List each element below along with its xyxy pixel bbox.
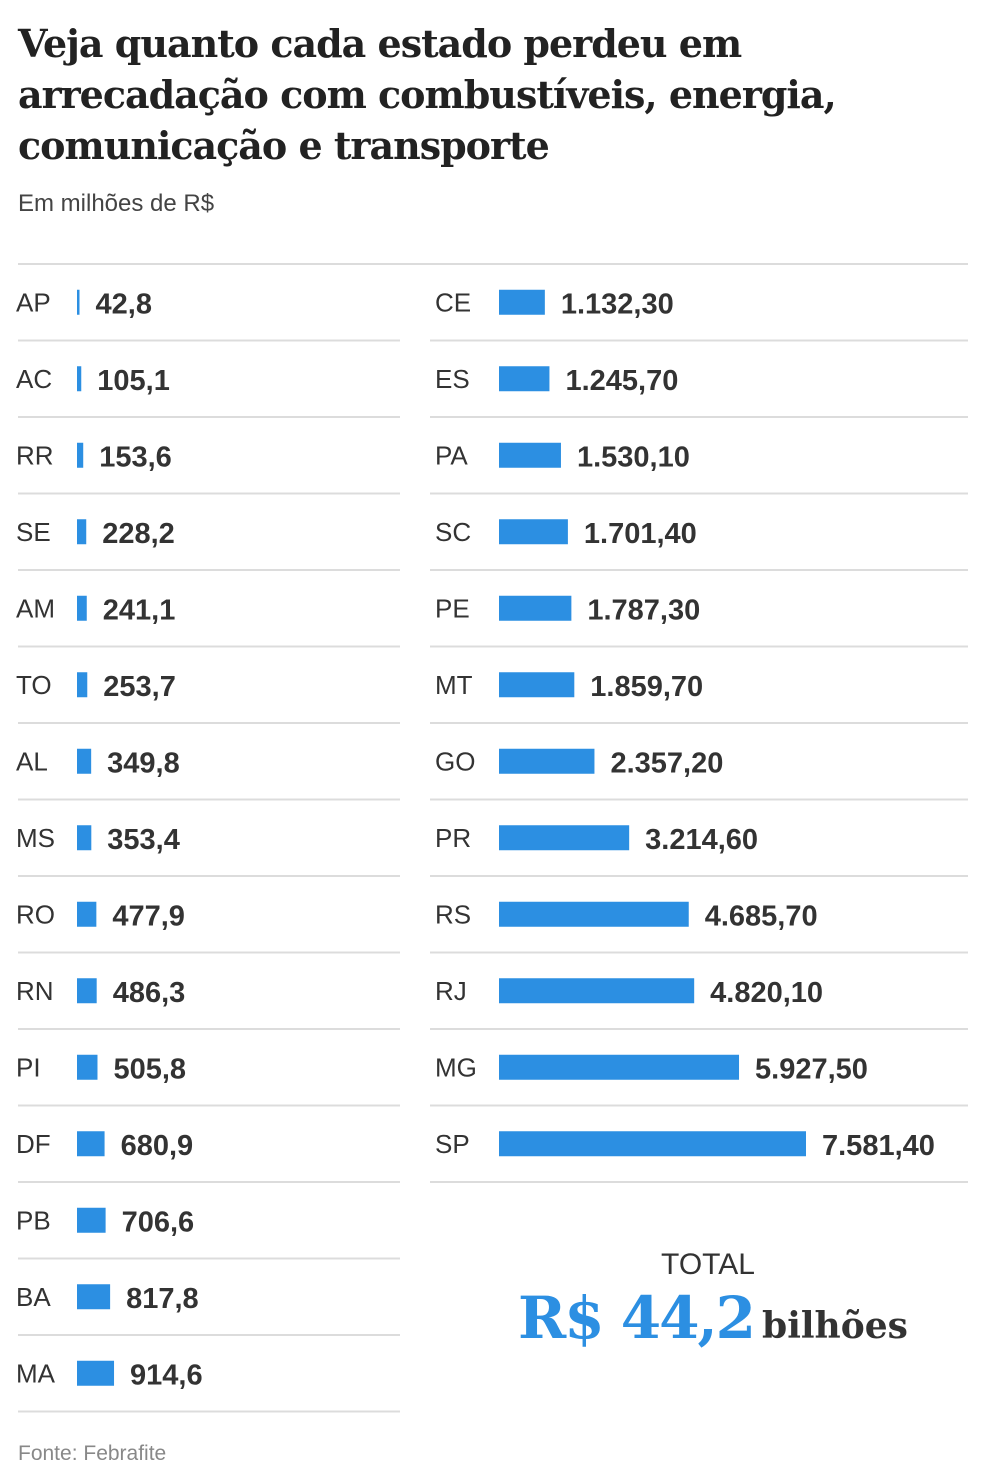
value-label: 486,3 [113,977,186,1009]
bar [77,1207,106,1233]
value-label: 680,9 [121,1130,194,1162]
total-value: R$ 44,2 bilhões [518,1284,908,1352]
category-label: MG [435,1052,477,1082]
total-label: TOTAL [661,1248,755,1281]
category-label: SC [435,517,471,547]
category-label: MA [16,1358,56,1388]
value-label: 7.581,40 [822,1130,935,1162]
total-unit: bilhões [762,1305,908,1347]
value-label: 42,8 [96,288,152,320]
value-label: 1.530,10 [577,441,690,473]
category-label: PB [16,1205,51,1235]
bar [499,442,561,468]
category-label: RN [16,976,54,1006]
category-label: RO [16,899,55,929]
category-label: GO [435,746,475,776]
value-label: 349,8 [107,747,180,779]
value-label: 914,6 [130,1359,203,1391]
value-label: 1.859,70 [590,671,703,703]
bar [499,519,568,545]
bar [499,1054,740,1080]
bar [499,1131,806,1157]
bar [77,1360,115,1386]
value-label: 1.132,30 [561,288,674,320]
value-label: 817,8 [126,1283,199,1315]
category-label: DF [16,1129,51,1159]
category-label: RJ [435,976,467,1006]
bar [77,595,87,621]
bar [499,901,689,927]
category-label: PI [16,1052,41,1082]
value-label: 253,7 [103,671,176,703]
value-label: 1.245,70 [565,365,678,397]
category-label: MS [16,823,55,853]
value-label: 706,6 [122,1206,195,1238]
total-amount: R$ 44,2 [518,1284,756,1352]
value-label: 353,4 [107,824,180,856]
value-label: 4.685,70 [705,900,818,932]
category-label: ES [435,364,470,394]
bar [77,901,97,927]
value-label: 505,8 [113,1053,186,1085]
value-label: 228,2 [102,518,175,550]
bar-chart: AP 42,8 AC 105,1 RR 153,6 SE 228,2 AM 241,1 TO 253,… [16,263,968,1413]
bar [77,978,97,1004]
bar [77,519,87,545]
category-label: SE [16,517,51,547]
chart-subtitle: Em milhões de R$ [18,190,215,217]
bar [77,1284,111,1310]
bar [499,978,695,1004]
category-label: PR [435,823,471,853]
bar [77,442,84,468]
value-label: 153,6 [99,441,172,473]
bar [77,672,88,698]
bar [499,289,545,315]
bar [77,1131,105,1157]
bar [77,748,92,774]
value-label: 105,1 [97,365,170,397]
category-label: PE [435,593,470,623]
bar [499,748,595,774]
category-label: RR [16,440,54,470]
category-label: BA [16,1282,51,1312]
bar [77,825,92,851]
bar [499,672,575,698]
bar [499,366,550,392]
category-label: MT [435,670,473,700]
source-note: Fonte: Febrafite [18,1442,167,1465]
bar [77,366,82,392]
category-label: AC [16,364,52,394]
category-label: PA [435,440,468,470]
bar [77,1054,98,1080]
category-label: TO [16,670,52,700]
value-label: 1.787,30 [587,594,700,626]
category-label: CE [435,287,471,317]
bar [499,825,630,851]
value-label: 2.357,20 [610,747,723,779]
category-label: AM [16,593,55,623]
value-label: 5.927,50 [755,1053,868,1085]
category-label: AP [16,287,51,317]
value-label: 1.701,40 [584,518,697,550]
bar [499,595,572,621]
category-label: AL [16,746,48,776]
category-label: RS [435,899,471,929]
value-label: 241,1 [103,594,176,626]
chart-title: Veja quanto cada estado perdeu em arreca… [18,21,837,168]
value-label: 477,9 [112,900,185,932]
bar [77,289,80,315]
category-label: SP [435,1129,470,1159]
value-label: 3.214,60 [645,824,758,856]
value-label: 4.820,10 [710,977,823,1009]
